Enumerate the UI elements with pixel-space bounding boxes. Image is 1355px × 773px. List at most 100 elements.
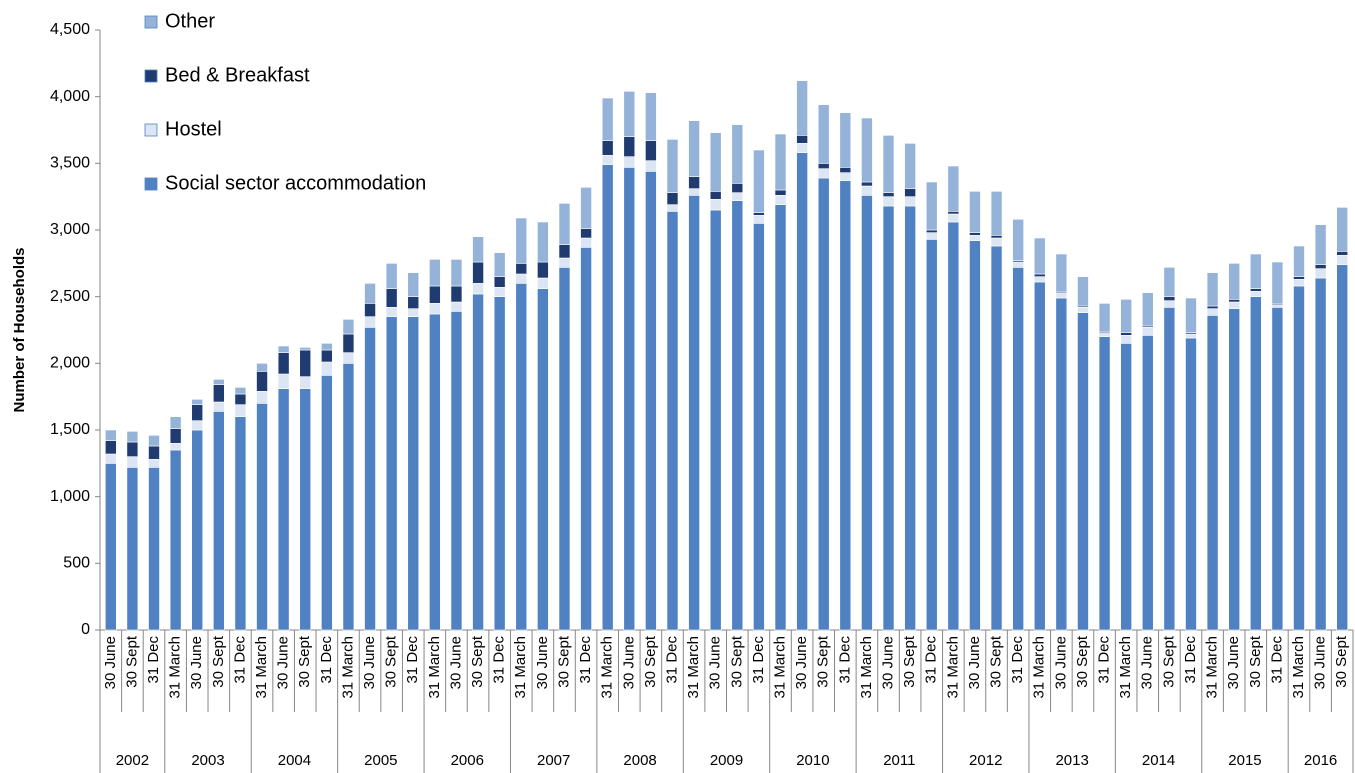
x-tick-label: 30 June <box>620 636 637 689</box>
bar-segment <box>213 379 225 385</box>
y-tick-label: 4,000 <box>50 88 90 105</box>
bar-segment <box>256 403 268 631</box>
bar-segment <box>1055 297 1068 631</box>
bar-segment <box>969 191 981 233</box>
bar-segment <box>558 267 571 631</box>
bar-segment <box>580 247 592 631</box>
x-tick-label: 30 Sept <box>642 635 659 688</box>
x-tick-label: 30 Sept <box>901 635 918 688</box>
x-tick-label: 31 March <box>771 636 788 699</box>
group-label: 2005 <box>364 752 397 769</box>
x-tick-label: 30 Sept <box>210 635 227 688</box>
x-tick-label: 30 June <box>793 636 810 689</box>
bar-segment <box>839 167 852 173</box>
bar-segment <box>904 205 916 631</box>
bar-segment <box>1336 207 1348 252</box>
x-tick-label: 30 Sept <box>1333 635 1350 688</box>
bar-segment <box>688 176 700 189</box>
bar-segment <box>148 445 160 460</box>
bar-segment <box>1163 300 1176 308</box>
bar-segment <box>364 316 376 328</box>
bar-segment <box>796 152 808 631</box>
bar-segment <box>925 181 938 231</box>
bar-segment <box>256 363 268 372</box>
bar-segment <box>234 416 247 631</box>
bar-segment <box>1206 272 1219 307</box>
bar-segment <box>990 191 1003 236</box>
bar-segment <box>299 347 312 351</box>
bar-segment <box>277 345 290 353</box>
bar-segment <box>169 416 182 429</box>
group-label: 2013 <box>1055 752 1088 769</box>
x-tick-label: 31 Dec <box>1096 636 1113 684</box>
bar-segment <box>299 376 312 389</box>
x-tick-label: 30 June <box>534 636 551 689</box>
bar-segment <box>731 200 744 631</box>
x-tick-label: 31 Dec <box>491 636 508 684</box>
bar-segment <box>472 236 484 263</box>
x-tick-label: 31 March <box>1290 636 1307 699</box>
bar-segment <box>1033 276 1046 283</box>
bar-segment <box>1185 297 1197 333</box>
bar-segment <box>817 163 830 169</box>
bar-segment <box>558 203 571 245</box>
bar-segment <box>925 239 938 631</box>
bar-segment <box>1314 264 1327 269</box>
bar-segment <box>623 136 636 157</box>
x-tick-label: 31 March <box>1204 636 1221 699</box>
bar-segment <box>537 221 549 263</box>
bar-segment <box>1293 279 1305 287</box>
bar-segment <box>817 168 830 179</box>
bar-segment <box>1098 303 1111 332</box>
bar-segment <box>753 149 765 213</box>
x-tick-label: 31 Dec <box>1268 636 1285 684</box>
x-tick-label: 30 June <box>361 636 378 689</box>
y-tick-label: 1,500 <box>50 421 90 438</box>
bar-segment <box>213 401 225 412</box>
bar-segment <box>234 404 247 417</box>
x-tick-label: 31 March <box>685 636 702 699</box>
bar-segment <box>753 212 765 216</box>
bar-segment <box>882 205 895 631</box>
bar-segment <box>882 192 895 197</box>
bar-segment <box>321 349 333 363</box>
x-tick-label: 30 June <box>275 636 292 689</box>
bar-segment <box>796 143 808 153</box>
bar-segment <box>709 191 722 200</box>
bar-segment <box>191 399 204 405</box>
x-tick-label: 31 March <box>512 636 529 699</box>
bar-segment <box>709 132 722 192</box>
bar-segment <box>558 244 571 259</box>
bar-segment <box>861 117 873 183</box>
bar-segment <box>342 319 355 335</box>
bar-segment <box>666 211 679 631</box>
bar-segment <box>774 204 787 631</box>
x-tick-label: 30 Sept <box>1160 635 1177 688</box>
bar-segment <box>623 91 636 137</box>
bar-segment <box>1141 292 1154 327</box>
bar-segment <box>666 139 679 193</box>
x-tick-label: 30 Sept <box>123 635 140 688</box>
x-tick-label: 30 June <box>447 636 464 689</box>
bar-segment <box>1271 261 1284 304</box>
bar-segment <box>774 195 787 205</box>
bar-segment <box>472 293 484 631</box>
bar-segment <box>990 235 1003 239</box>
x-tick-label: 30 June <box>1139 636 1156 689</box>
bar-segment <box>882 196 895 207</box>
bar-segment <box>645 140 657 161</box>
bar-segment <box>1314 277 1327 631</box>
bar-segment <box>774 133 787 191</box>
bar-segment <box>1185 333 1197 339</box>
bar-segment <box>321 343 333 351</box>
bar-segment <box>688 188 700 196</box>
legend-label: Hostel <box>165 118 222 140</box>
bar-segment <box>191 420 204 431</box>
bar-segment <box>601 164 614 631</box>
bar-segment <box>731 124 744 184</box>
x-tick-label: 31 Dec <box>404 636 421 684</box>
group-label: 2009 <box>710 752 743 769</box>
bar-segment <box>321 375 333 631</box>
bar-segment <box>1271 307 1284 631</box>
